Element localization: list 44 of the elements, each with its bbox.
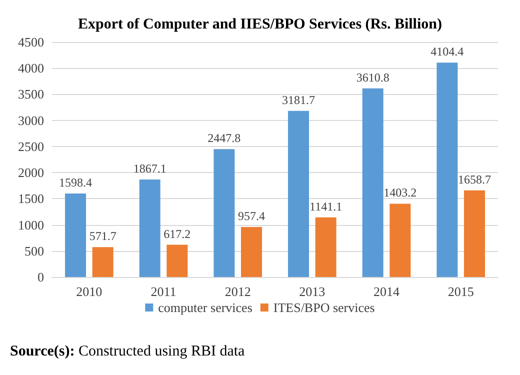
source-note: Source(s): Constructed using RBI data <box>10 344 246 360</box>
data-label: 2447.8 <box>208 131 241 146</box>
x-tick-label: 2015 <box>448 284 474 299</box>
data-label: 957.4 <box>238 209 265 223</box>
data-label: 3610.8 <box>356 70 390 84</box>
y-tick-label: 2000 <box>18 165 44 180</box>
y-tick-label: 1500 <box>18 191 44 206</box>
data-label: 1141.1 <box>310 199 342 214</box>
bar <box>92 247 114 277</box>
bar <box>390 204 411 277</box>
bar <box>315 217 336 277</box>
bar <box>288 110 310 277</box>
bar <box>240 227 262 277</box>
y-tick-label: 500 <box>24 243 44 258</box>
y-tick-label: 2500 <box>18 138 44 154</box>
data-label: 1867.1 <box>133 161 166 176</box>
bar <box>362 88 384 277</box>
bar <box>464 190 485 277</box>
bar <box>436 62 458 277</box>
y-tick-label: 3000 <box>18 112 44 128</box>
bar <box>214 149 235 277</box>
data-label: 1403.2 <box>384 186 417 200</box>
bar <box>65 194 86 277</box>
legend-label: ITES/BPO services <box>273 300 375 315</box>
data-label: 571.7 <box>89 229 116 244</box>
y-tick-label: 3500 <box>18 86 44 102</box>
bar <box>166 244 188 277</box>
y-tick-label: 4000 <box>18 60 44 76</box>
y-tick-label: 0 <box>38 270 44 284</box>
data-label: 1598.4 <box>59 176 92 190</box>
y-tick-label: 4500 <box>18 34 44 50</box>
x-tick-label: 2011 <box>150 284 176 299</box>
legend-label: computer services <box>158 300 252 315</box>
x-tick-label: 2012 <box>224 284 251 299</box>
y-tick-label: 1000 <box>18 217 44 232</box>
bar <box>139 179 160 277</box>
x-tick-label: 2014 <box>374 284 400 299</box>
data-label: 4104.4 <box>430 44 464 59</box>
x-tick-label: 2010 <box>76 284 102 299</box>
data-label: 1658.7 <box>458 172 491 186</box>
data-label: 3181.7 <box>282 92 316 107</box>
x-tick-label: 2013 <box>299 284 326 299</box>
chart-title: Export of Computer and IIES/BPO Services (Rs. Billion) <box>78 16 442 32</box>
data-label: 617.2 <box>164 226 191 241</box>
